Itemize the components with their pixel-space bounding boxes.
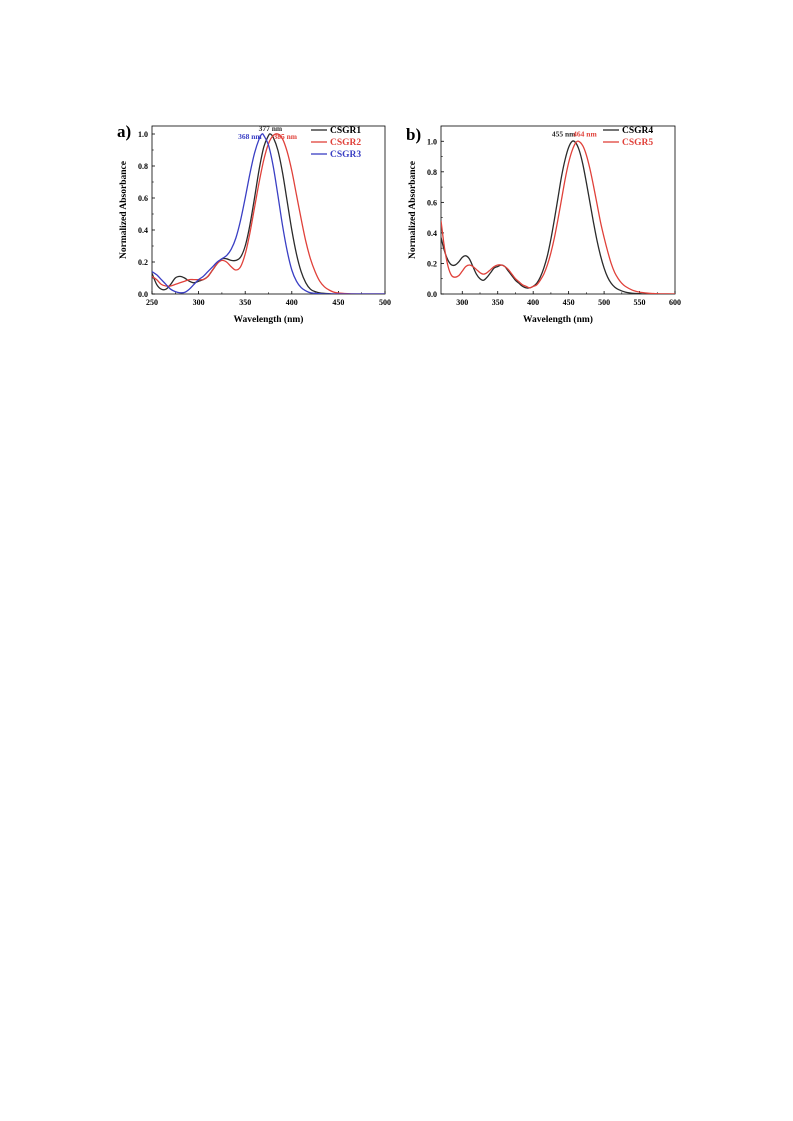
legend-label: CSGR2 (330, 138, 361, 148)
x-tick-label: 450 (332, 298, 344, 307)
y-axis-title: Normalized Absorbance (119, 161, 129, 259)
peak-annotation: 464 nm (573, 130, 597, 139)
y-tick-label: 1.0 (138, 130, 148, 139)
plot-frame (440, 125, 676, 295)
peak-annotation: 377 nm (259, 124, 283, 133)
series-line-csgr3 (152, 133, 385, 294)
y-tick-label: 0.4 (427, 229, 437, 238)
y-tick-label: 0.2 (138, 258, 148, 267)
series-line-csgr2 (152, 133, 385, 294)
y-tick-label: 0.0 (138, 290, 148, 299)
y-tick-label: 0.6 (427, 198, 437, 207)
x-tick-label: 500 (379, 298, 391, 307)
peak-annotation: 385 nm (274, 132, 298, 141)
y-tick-label: 1.0 (427, 137, 437, 146)
x-tick-label: 350 (239, 298, 251, 307)
x-tick-label: 550 (634, 298, 646, 307)
panel-label: b) (406, 125, 421, 144)
x-axis-title: Wavelength (nm) (523, 314, 593, 325)
x-tick-label: 300 (193, 298, 205, 307)
peak-annotation: 368 nm (238, 132, 262, 141)
legend-label: CSGR3 (330, 150, 361, 160)
legend-label: CSGR5 (622, 138, 653, 148)
y-tick-label: 0.6 (138, 194, 148, 203)
x-tick-label: 400 (286, 298, 298, 307)
y-tick-label: 0.0 (427, 290, 437, 299)
series-line-csgr1 (152, 133, 385, 294)
x-tick-label: 400 (527, 298, 539, 307)
x-tick-label: 450 (563, 298, 575, 307)
x-tick-label: 300 (456, 298, 468, 307)
y-tick-label: 0.2 (427, 259, 437, 268)
panel-label: a) (117, 122, 131, 141)
chart-panel-b: 300 350 400 450 500 550 600 0.0 0.2 0.4 0.6 0.8 1.0 W… (406, 125, 681, 325)
y-tick-label: 0.8 (427, 168, 437, 177)
series-line-csgr5 (441, 140, 675, 294)
chart-panel-a: 250 300 350 400 450 500 0.0 0.2 0.4 0.6 0.8 1.0 Wave… (117, 122, 391, 325)
x-axis-title: Wavelength (nm) (234, 314, 304, 325)
legend-label: CSGR4 (622, 126, 653, 136)
peak-annotation: 455 nm (552, 130, 576, 139)
y-tick-label: 0.4 (138, 226, 148, 235)
y-axis-title: Normalized Absorbance (408, 161, 418, 259)
legend-label: CSGR1 (330, 126, 361, 136)
x-tick-label: 600 (669, 298, 681, 307)
x-tick-label: 350 (492, 298, 504, 307)
x-tick-label: 500 (598, 298, 610, 307)
x-tick-label: 250 (146, 298, 158, 307)
y-tick-label: 0.8 (138, 162, 148, 171)
